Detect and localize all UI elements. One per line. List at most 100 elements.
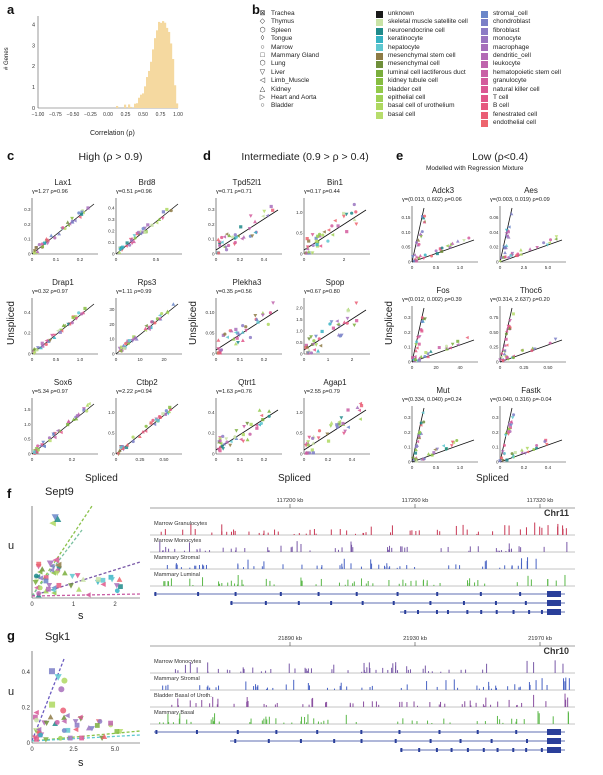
coverage-bar <box>406 684 408 690</box>
coverage-bar <box>411 530 413 535</box>
coverage-bar <box>415 530 417 535</box>
coverage-bar <box>265 716 267 724</box>
scatter-point <box>456 343 460 347</box>
coverage-bar <box>341 563 343 569</box>
y-tick-label: 0.3 <box>404 315 411 320</box>
scatter-point <box>311 441 316 445</box>
scatter-point <box>43 588 49 594</box>
exon <box>496 748 499 752</box>
y-tick-label: 0.3 <box>492 415 499 420</box>
coverage-bar <box>233 529 235 535</box>
hist-xtick-label: −1.00 <box>32 112 45 118</box>
y-tick-label: 10 <box>109 337 115 342</box>
scatter-point <box>151 418 155 422</box>
coverage-bar <box>370 526 372 535</box>
coverage-bar <box>499 719 501 724</box>
coverage-bar <box>315 584 317 586</box>
hist-bar <box>134 103 137 108</box>
group-e-title: Low (ρ<0.4) <box>472 151 528 163</box>
mini-plot-area: 0 0.5 1.0 0 0.2 0.4 <box>24 298 98 362</box>
y-tick-label: 0.75 <box>490 315 499 320</box>
x-tick-label: 0 <box>303 457 306 462</box>
coverage-bar <box>476 685 478 690</box>
coverage-bar <box>253 566 255 569</box>
scatter-point <box>120 446 125 451</box>
scatter-point <box>523 451 528 456</box>
y-tick-label: 0.10 <box>206 310 215 315</box>
hist-bar <box>172 58 175 108</box>
celltype-legend-item: natural killer cell <box>481 86 561 94</box>
scatter-point <box>44 342 48 347</box>
tissue-legend-item: ◇ Thymus <box>258 18 319 26</box>
gene-name: Fos <box>436 286 450 295</box>
coverage-bar <box>368 662 370 673</box>
y-tick-label: 0.5 <box>24 437 31 442</box>
coverage-bar <box>189 700 191 707</box>
coverage-bar <box>457 687 459 690</box>
tissue-shape-icon: ⊠ <box>259 10 266 17</box>
gene-name: Agap1 <box>323 378 347 387</box>
scatter-point <box>511 312 515 316</box>
scatter-point <box>305 237 309 241</box>
coverage-bar <box>439 582 441 586</box>
coverage-bar <box>168 548 170 552</box>
coverage-bar <box>213 721 215 724</box>
scatter-point <box>51 432 56 437</box>
gene-stat: γ=1.11 ρ=0.99 <box>116 289 152 295</box>
scatter-point <box>429 349 433 353</box>
scatter-point <box>311 451 315 455</box>
coverage-bar <box>541 527 543 535</box>
celltype-swatch <box>376 94 383 102</box>
celltype-legend-item: monocyte <box>481 35 561 43</box>
scatter-point <box>456 339 460 343</box>
coverage-bar <box>477 580 479 586</box>
scatter-point <box>505 234 510 238</box>
exon <box>234 592 237 596</box>
scatter-point <box>509 420 514 424</box>
x-tick-label: 1.0 <box>77 357 84 362</box>
x-tick-label: 0 <box>215 457 218 462</box>
scatter-point <box>412 253 416 257</box>
scatter-point <box>143 230 147 234</box>
celltype-label: kidney tubule cell <box>388 77 438 85</box>
coverage-bar <box>186 719 188 724</box>
coverage-bar <box>519 529 521 535</box>
scatter-point <box>220 444 224 448</box>
scatter-point <box>167 409 172 414</box>
celltype-label: keratinocyte <box>388 35 424 43</box>
coverage-bar <box>165 546 167 552</box>
c-spliced-label: Spliced <box>85 473 118 484</box>
scatter-point <box>46 560 54 568</box>
x-tick-label: 0.4 <box>261 257 268 262</box>
scatter-point <box>500 256 504 260</box>
coverage-bar <box>288 663 290 673</box>
coverage-bar <box>392 663 394 673</box>
scatter-point <box>503 433 508 438</box>
scatter-point <box>49 233 54 238</box>
coverage-bar <box>566 541 568 552</box>
coverage-bar <box>565 677 567 690</box>
coverage-bar <box>265 578 267 586</box>
coverage-bar <box>391 525 393 535</box>
scatter-point <box>146 223 150 227</box>
coverage-bar <box>341 547 343 552</box>
coverage-bar <box>307 683 309 690</box>
scatter-point <box>64 712 70 719</box>
tissue-label: Trachea <box>271 10 295 17</box>
coverage-bar <box>196 667 198 673</box>
scatter-point <box>306 440 311 444</box>
scatter-point <box>85 409 89 413</box>
scatter-point <box>498 459 502 463</box>
coverage-bar <box>547 579 549 586</box>
coverage-bar <box>461 704 463 707</box>
coverage-bar <box>482 669 484 673</box>
scatter-point <box>140 230 144 234</box>
exon <box>450 748 453 752</box>
coverage-bar <box>552 716 554 724</box>
coverage-bar <box>495 688 497 690</box>
x-tick-label: 2.5 <box>69 747 78 753</box>
y-tick-label: 20 <box>109 322 115 327</box>
y-tick-label: 0.3 <box>404 415 411 420</box>
coverage-bar <box>229 670 231 673</box>
tissue-shape-icon: ◊ <box>260 35 265 43</box>
